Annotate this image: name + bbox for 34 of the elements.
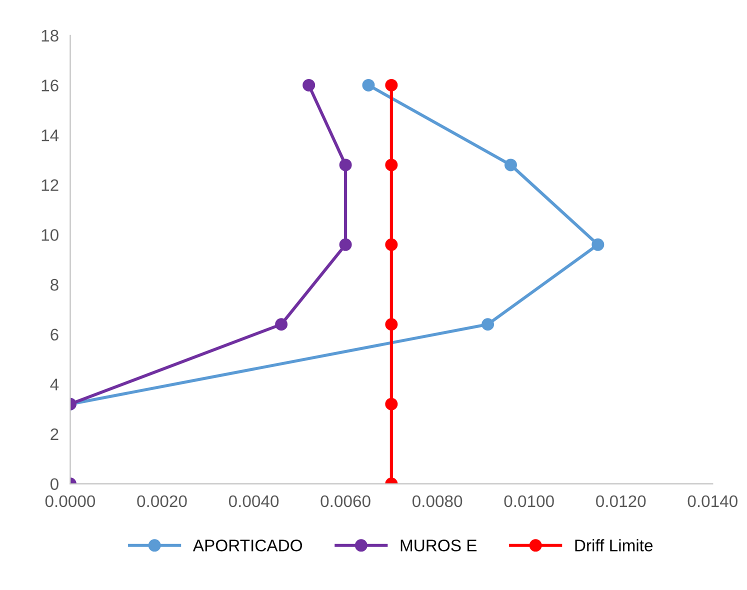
y-tick-label: 8 xyxy=(50,278,58,291)
x-tick-label: 0.0100 xyxy=(504,495,554,508)
point xyxy=(339,158,352,172)
legend-label: Driff Limite xyxy=(575,539,653,552)
x-tick-label: 0.0120 xyxy=(596,495,646,508)
point xyxy=(385,318,398,331)
y-tick-label: 0 xyxy=(50,478,58,490)
point xyxy=(302,78,316,92)
point xyxy=(385,398,398,410)
x-tick-label: 0.0080 xyxy=(412,495,462,508)
y-tick-label: 10 xyxy=(42,229,58,241)
point xyxy=(339,238,352,251)
y-tick-label: 6 xyxy=(50,328,58,341)
x-tick-label: 0.0020 xyxy=(137,495,187,508)
y-tick-label: 16 xyxy=(42,80,58,92)
point xyxy=(592,238,604,251)
y-tick-label: 4 xyxy=(50,378,59,390)
x-tick-label: 0.0000 xyxy=(45,495,96,508)
y-tick-label: 18 xyxy=(42,30,58,42)
y-tick-label: 12 xyxy=(42,179,58,191)
x-tick-label: 0.0040 xyxy=(228,495,279,508)
point xyxy=(385,238,398,251)
x-tick-label: 0.0140 xyxy=(688,495,738,508)
y-tick-label: 2 xyxy=(50,428,58,440)
point xyxy=(275,318,288,331)
x-tick-label: 0.0060 xyxy=(320,495,370,508)
point xyxy=(362,78,375,92)
legend-label: APORTICADO xyxy=(192,540,302,552)
legend-label: MUROS E xyxy=(400,540,477,552)
point xyxy=(504,158,517,172)
point xyxy=(482,318,494,331)
point xyxy=(385,158,398,172)
point xyxy=(385,78,398,92)
y-tick-label: 14 xyxy=(42,130,59,142)
